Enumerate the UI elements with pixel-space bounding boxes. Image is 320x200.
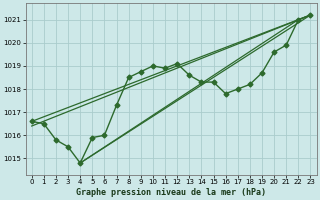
X-axis label: Graphe pression niveau de la mer (hPa): Graphe pression niveau de la mer (hPa): [76, 188, 266, 197]
